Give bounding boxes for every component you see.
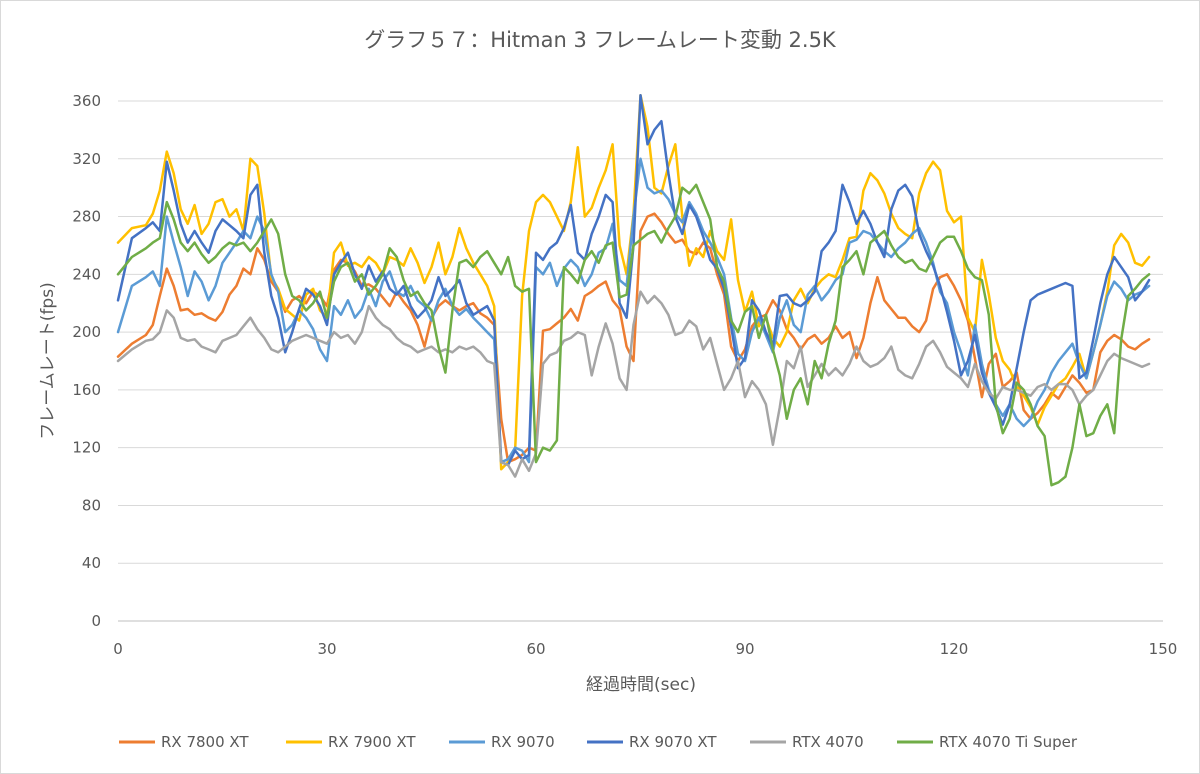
x-tick-labels: 0 30 60 90 120 150 xyxy=(113,640,1177,658)
chart-title: グラフ５７：Hitman 3 フレームレート変動 2.5K xyxy=(364,28,837,52)
legend: RX 7800 XT RX 7900 XT RX 9070 RX 9070 XT RTX… xyxy=(119,733,1078,751)
x-tick-label: 90 xyxy=(735,640,754,658)
legend-label: RX 7800 XT xyxy=(161,733,249,751)
y-tick-label: 0 xyxy=(91,612,101,630)
y-tick-label: 160 xyxy=(72,381,101,399)
legend-label: RTX 4070 Ti Super xyxy=(939,733,1078,751)
y-tick-label: 320 xyxy=(72,150,101,168)
x-tick-label: 120 xyxy=(940,640,969,658)
y-tick-label: 240 xyxy=(72,265,101,283)
x-tick-label: 0 xyxy=(113,640,123,658)
series-line-rtx-4070-ti-super xyxy=(116,183,1151,487)
x-tick-label: 30 xyxy=(317,640,336,658)
y-tick-labels: 0 40 80 120 160 200 240 280 320 360 xyxy=(72,92,101,630)
y-tick-label: 360 xyxy=(72,92,101,110)
legend-label: RX 7900 XT xyxy=(328,733,416,751)
y-tick-label: 80 xyxy=(82,496,101,514)
y-tick-label: 280 xyxy=(72,208,101,226)
series-line-rtx-4070 xyxy=(116,290,1151,478)
y-tick-label: 200 xyxy=(72,323,101,341)
grid-layer xyxy=(118,100,1163,622)
series-layer xyxy=(116,93,1151,487)
x-tick-label: 150 xyxy=(1149,640,1178,658)
legend-label: RX 9070 XT xyxy=(629,733,717,751)
x-axis-label: 経過時間(sec) xyxy=(586,675,696,695)
x-tick-label: 60 xyxy=(526,640,545,658)
legend-label: RX 9070 xyxy=(491,733,555,751)
series-line-rx-9070 xyxy=(116,157,1151,464)
y-tick-label: 120 xyxy=(72,439,101,457)
legend-label: RTX 4070 xyxy=(792,733,864,751)
y-tick-label: 40 xyxy=(82,554,101,572)
y-axis-label: フレームレート(fps) xyxy=(38,282,58,439)
series-line-rx-7800-xt xyxy=(116,212,1151,464)
